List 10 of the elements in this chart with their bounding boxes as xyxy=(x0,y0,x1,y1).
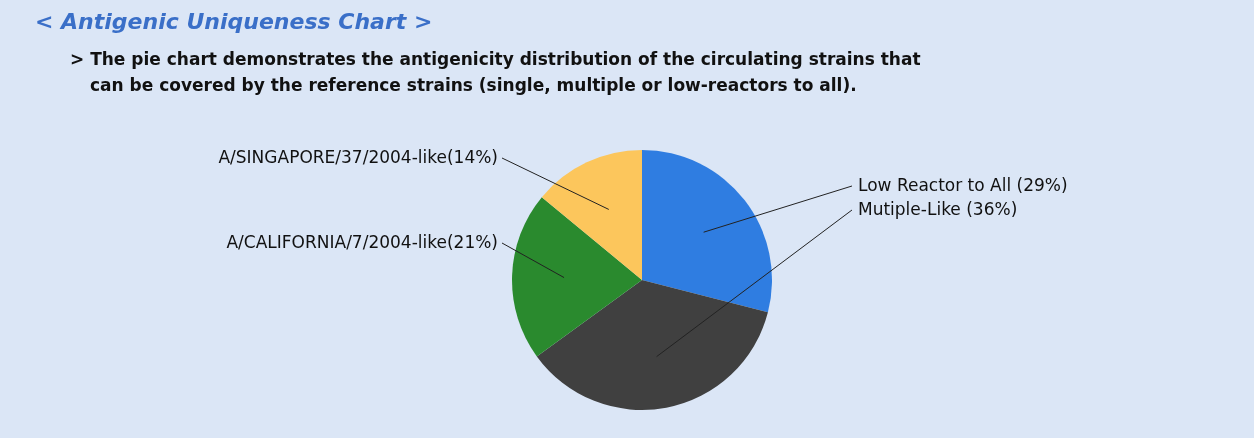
pie-slice xyxy=(642,150,772,313)
pie-slice xyxy=(541,150,642,280)
slice-label: A/CALIFORNIA/7/2004-like(21%) xyxy=(226,232,498,252)
chart-title: < Antigenic Uniqueness Chart > xyxy=(35,9,433,34)
slice-label: A/SINGAPORE/37/2004-like(14%) xyxy=(218,147,498,167)
slice-label: Low Reactor to All (29%) xyxy=(858,175,1068,195)
pie-slice xyxy=(536,280,768,410)
chart-subtitle: > The pie chart demonstrates the antigenicity distribution of the circulating strains that can be covered by the reference strains (single, multiple or low-reactors to all). xyxy=(70,49,921,95)
slice-label: Mutiple-Like (36%) xyxy=(858,199,1018,219)
pie-slice xyxy=(512,197,642,357)
